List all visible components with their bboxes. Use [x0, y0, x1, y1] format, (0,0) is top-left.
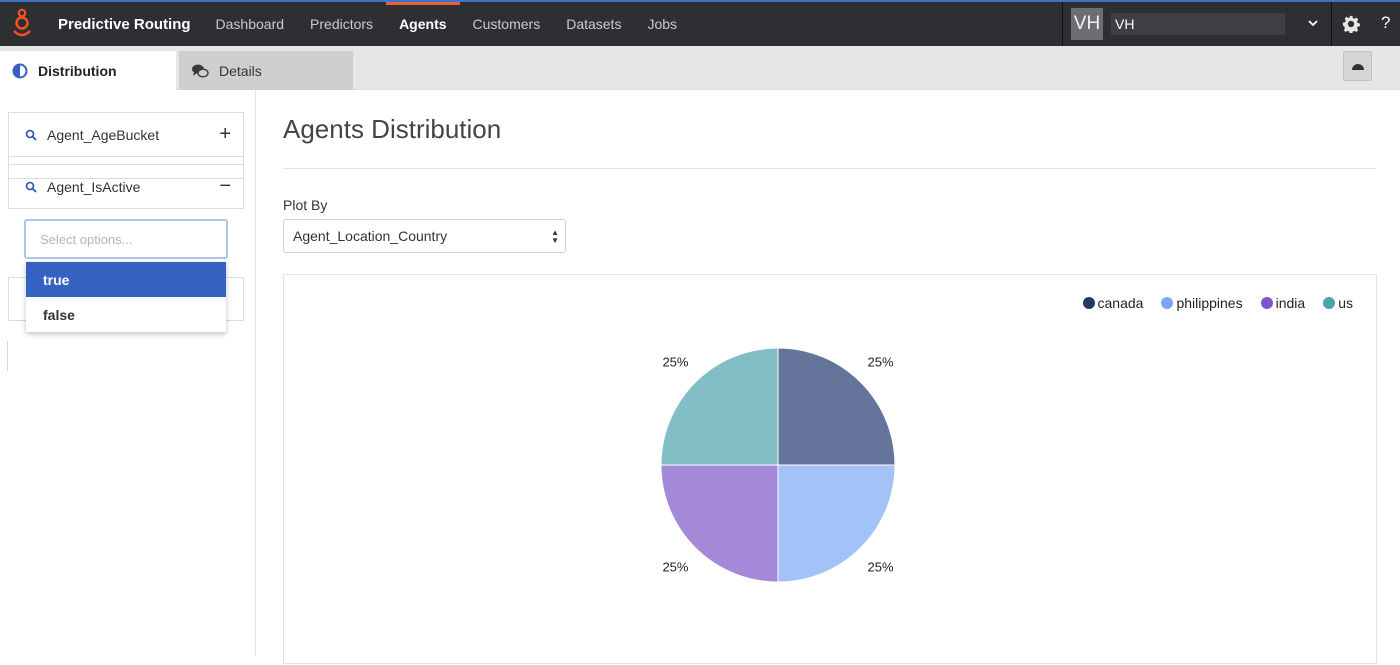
nav-predictors[interactable]: Predictors — [310, 16, 374, 32]
chat-bubbles-icon — [191, 63, 209, 79]
legend-swatch — [1260, 297, 1273, 309]
expand-button[interactable]: + — [219, 123, 231, 145]
select-arrows-icon: ▲ ▼ — [551, 228, 559, 245]
slice-percent-label: 25% — [868, 354, 894, 369]
plot-by-value: Agent_Location_Country — [293, 228, 448, 244]
legend-swatch — [1323, 297, 1336, 309]
half-circle-icon — [12, 63, 28, 79]
legend-label: canada — [1097, 295, 1144, 311]
tab-details[interactable]: Details — [179, 51, 353, 90]
nav-agents[interactable]: Agents — [386, 2, 460, 46]
search-icon — [25, 129, 37, 141]
slice-percent-label: 25% — [662, 560, 688, 575]
legend-swatch — [1082, 297, 1095, 309]
avatar: VH — [1071, 8, 1103, 40]
tab-bar: Distribution Details — [0, 46, 1400, 90]
plot-by-label: Plot By — [283, 197, 328, 213]
option-true[interactable]: true — [26, 262, 226, 297]
legend-item-philippines[interactable]: philippines — [1161, 295, 1243, 311]
user-menu[interactable]: VH VH — [1062, 2, 1332, 46]
legend-item-india[interactable]: india — [1260, 295, 1306, 311]
pie-slice-philippines[interactable] — [777, 464, 896, 583]
filter-label: Agent_IsActive — [47, 178, 141, 195]
search-icon — [25, 181, 37, 193]
page-title: Agents Distribution — [283, 114, 502, 144]
tab-distribution[interactable]: Distribution — [0, 51, 176, 90]
chart-legend: canada philippines india us — [1065, 295, 1353, 311]
nav-dashboard[interactable]: Dashboard — [215, 16, 285, 32]
filter-options-panel — [8, 119, 244, 179]
legend-swatch — [1161, 297, 1174, 309]
slice-percent-label: 25% — [868, 560, 894, 575]
app-title: Predictive Routing — [58, 15, 191, 33]
legend-item-canada[interactable]: canada — [1082, 295, 1144, 311]
speedometer-icon — [1351, 64, 1364, 70]
gear-icon[interactable] — [1342, 15, 1360, 38]
nav-customers[interactable]: Customers — [472, 16, 541, 32]
title-divider — [283, 168, 1376, 169]
legend-label: india — [1275, 295, 1306, 311]
pie-slice-india[interactable] — [660, 464, 779, 583]
user-name[interactable]: VH — [1111, 13, 1285, 35]
options-select-input[interactable]: Select options... — [24, 219, 228, 259]
filter-agent-agebucket[interactable]: Agent_AgeBucket + — [8, 112, 244, 157]
help-icon[interactable]: ? — [1381, 13, 1391, 32]
legend-item-us[interactable]: us — [1323, 295, 1353, 311]
tab-distribution-label: Distribution — [38, 62, 117, 79]
legend-label: philippines — [1176, 295, 1243, 311]
genesys-logo-icon[interactable] — [0, 2, 44, 46]
nav-datasets[interactable]: Datasets — [566, 16, 622, 32]
top-navigation-bar: Predictive Routing Dashboard Predictors … — [0, 0, 1400, 46]
plot-by-select[interactable]: Agent_Location_Country ▲ ▼ — [283, 219, 566, 253]
filter-label: Agent_AgeBucket — [47, 126, 160, 143]
chevron-down-icon[interactable] — [1307, 16, 1319, 34]
pie-slice-us[interactable] — [660, 347, 779, 466]
option-false[interactable]: false — [43, 306, 75, 323]
nav-jobs[interactable]: Jobs — [647, 16, 678, 32]
pie-slice-canada[interactable] — [777, 347, 896, 466]
divider — [7, 341, 8, 371]
view-toggle-button[interactable] — [1343, 51, 1372, 81]
collapse-button[interactable]: − — [219, 175, 231, 197]
slice-percent-label: 25% — [662, 354, 688, 369]
filter-agent-isactive[interactable]: Agent_IsActive − — [8, 164, 244, 209]
tab-details-label: Details — [219, 62, 262, 79]
pie-chart: 25% 25% 25% 25% — [660, 347, 896, 583]
options-dropdown: true false — [26, 262, 226, 332]
chart-panel: canada philippines india us 25% 25% 25% 25% — [283, 274, 1377, 664]
legend-label: us — [1338, 295, 1353, 311]
